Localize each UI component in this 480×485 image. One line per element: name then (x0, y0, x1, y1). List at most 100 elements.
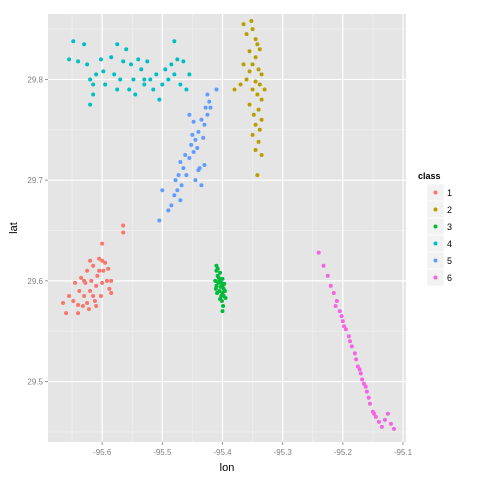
data-point-class-4 (172, 39, 177, 44)
data-point-class-6 (348, 339, 353, 344)
data-point-class-5 (201, 135, 206, 140)
data-point-class-4 (118, 77, 123, 82)
data-point-class-4 (166, 77, 171, 82)
data-point-class-6 (333, 304, 338, 309)
data-point-class-3 (223, 295, 228, 300)
data-point-class-3 (215, 266, 220, 271)
plot-panel (48, 14, 406, 442)
data-point-class-5 (214, 87, 219, 92)
legend-label: 6 (447, 273, 452, 283)
data-point-class-2 (259, 72, 264, 77)
data-point-class-1 (107, 286, 112, 291)
data-point-class-2 (262, 87, 267, 92)
y-axis-title: lat (8, 222, 20, 234)
x-tick-label: -95.4 (213, 448, 232, 457)
data-point-class-1 (97, 268, 102, 273)
data-point-class-1 (91, 293, 96, 298)
data-point-class-5 (176, 173, 181, 178)
data-point-class-5 (207, 99, 212, 104)
data-point-class-4 (142, 77, 147, 82)
data-point-class-2 (250, 132, 255, 137)
data-point-class-1 (61, 301, 66, 306)
data-point-class-2 (244, 32, 249, 37)
data-point-class-6 (367, 401, 372, 406)
data-point-class-4 (67, 57, 72, 62)
data-point-class-5 (173, 178, 178, 183)
data-point-class-5 (166, 208, 171, 213)
data-point-class-6 (391, 426, 396, 431)
data-point-class-6 (334, 299, 339, 304)
data-point-class-1 (88, 288, 93, 293)
data-point-class-1 (94, 304, 99, 309)
data-point-class-5 (199, 183, 204, 188)
data-point-class-2 (255, 173, 260, 178)
legend-label: 4 (447, 239, 452, 249)
data-point-class-2 (257, 47, 262, 52)
data-point-class-1 (109, 290, 114, 295)
data-point-class-4 (157, 97, 162, 102)
legend-key-dot (433, 241, 438, 246)
data-point-class-2 (232, 87, 237, 92)
data-point-class-5 (205, 112, 210, 117)
data-point-class-5 (172, 193, 177, 198)
data-point-class-1 (100, 241, 105, 246)
data-point-class-4 (169, 62, 174, 67)
data-point-class-6 (331, 290, 336, 295)
x-tick-label: -95.3 (274, 448, 293, 457)
data-point-class-4 (115, 87, 120, 92)
data-point-class-1 (91, 263, 96, 268)
legend-key-dot (433, 190, 438, 195)
data-point-class-2 (247, 102, 252, 107)
legend-label: 2 (447, 205, 452, 215)
data-point-class-2 (249, 19, 254, 24)
data-point-class-5 (199, 117, 204, 122)
data-point-class-4 (131, 77, 136, 82)
legend-key-dot (433, 275, 438, 280)
data-point-class-6 (361, 381, 366, 386)
data-point-class-4 (88, 102, 93, 107)
data-point-class-2 (255, 92, 260, 97)
x-tick-label: -95.2 (334, 448, 353, 457)
data-point-class-4 (139, 67, 144, 72)
data-point-class-1 (100, 280, 105, 285)
data-point-class-6 (328, 283, 333, 288)
grid-lines (48, 14, 406, 442)
legend-key-dot (433, 207, 438, 212)
data-point-class-4 (175, 57, 180, 62)
data-point-class-1 (103, 260, 108, 265)
data-point-class-6 (354, 357, 359, 362)
data-point-class-2 (253, 122, 258, 127)
data-point-class-2 (259, 152, 264, 157)
data-point-class-2 (241, 62, 246, 67)
data-point-class-5 (191, 149, 196, 154)
data-point-class-1 (71, 299, 76, 304)
data-point-class-2 (253, 147, 258, 152)
data-point-class-6 (349, 344, 354, 349)
data-point-class-5 (175, 188, 180, 193)
data-point-class-1 (106, 266, 111, 271)
data-point-class-2 (256, 107, 261, 112)
data-point-class-4 (103, 82, 108, 87)
data-point-class-6 (325, 273, 330, 278)
data-point-class-3 (220, 309, 225, 314)
data-point-class-2 (244, 77, 249, 82)
data-point-class-4 (121, 59, 126, 64)
data-point-class-4 (94, 72, 99, 77)
data-point-class-3 (218, 297, 223, 301)
data-point-class-6 (373, 414, 378, 419)
data-point-class-6 (388, 421, 393, 426)
data-point-class-5 (205, 92, 210, 97)
data-point-class-3 (213, 286, 218, 291)
data-point-class-3 (218, 284, 223, 289)
data-point-class-5 (193, 178, 198, 183)
legend-label: 5 (447, 256, 452, 266)
data-point-class-5 (202, 122, 207, 127)
y-tick-label: 29.7 (27, 176, 43, 185)
data-point-class-5 (208, 105, 213, 110)
data-point-class-4 (154, 72, 159, 77)
data-point-class-3 (221, 304, 226, 309)
data-point-class-4 (151, 87, 156, 92)
data-point-class-6 (360, 377, 365, 382)
data-point-class-1 (121, 223, 126, 228)
data-point-class-4 (187, 72, 192, 77)
